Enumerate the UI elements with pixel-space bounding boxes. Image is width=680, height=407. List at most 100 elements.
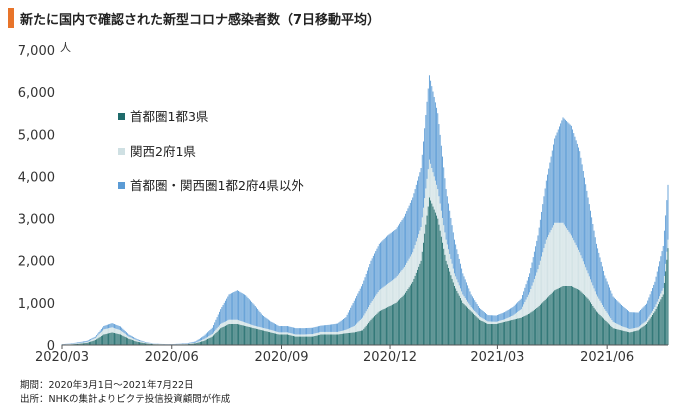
bar-segment [104,329,106,335]
bar-segment [488,315,490,322]
bar-segment [79,343,81,345]
bar-segment [222,322,224,327]
legend-swatch [118,148,125,155]
bar-segment [233,319,235,324]
bar-segment [197,339,199,342]
bar-segment [282,326,284,333]
bar-segment [432,172,434,207]
bar-segment [264,330,266,345]
bar-segment [380,310,381,345]
bar-segment [335,323,337,332]
bar-segment [529,273,531,293]
bar-segment [203,335,205,340]
bar-segment [197,342,199,345]
bar-segment [240,292,242,321]
bar-segment [226,298,228,321]
bar-segment [109,323,111,328]
bar-segment [188,342,189,344]
bar-segment [560,123,562,223]
bar-segment [363,315,365,329]
bar-segment [230,323,232,345]
bar-segment [605,320,607,345]
bar-segment [437,189,439,219]
bar-segment [414,275,416,345]
bar-segment [85,343,87,345]
bar-segment [362,317,364,331]
chart-title: 新たに国内で確認された新型コロナ感染者数（7日移動平均） [20,13,381,28]
bar-segment [365,311,367,326]
bar-segment [203,339,205,341]
bar-segment [505,321,507,345]
bar-segment [485,319,486,323]
bar-segment [353,332,355,345]
bar-segment [275,333,276,345]
bar-segment [210,328,212,335]
bar-segment [605,278,607,311]
bar-segment [563,286,565,345]
bar-segment [598,298,600,314]
bar-segment [542,302,544,345]
bar-segment [491,315,492,322]
bar-segment [346,314,348,330]
bar-segment [469,291,471,306]
bar-segment [98,334,100,338]
bar-segment [473,313,475,345]
bar-segment [360,286,362,319]
bar-segment [214,322,216,332]
bar-segment [86,342,88,345]
bar-segment [427,169,429,207]
bar-segment [626,328,628,332]
bar-segment [400,271,402,299]
bar-segment [182,343,183,345]
bar-segment [370,260,372,303]
bar-segment [446,244,448,265]
bar-segment [475,312,477,317]
bar-segment [120,326,121,331]
bar-segment [601,317,603,345]
bar-segment [474,314,476,345]
footnote-period: 期間：2020年3月1日～2021年7月22日 [20,380,194,391]
bar-segment [340,320,342,332]
bar-segment [587,197,589,274]
bar-segment [514,319,516,345]
bar-segment [611,293,613,321]
bar-segment [606,281,608,313]
bar-segment [321,331,323,335]
bar-segment [310,336,312,345]
bar-segment [333,324,335,332]
bar-segment [567,122,569,231]
bar-segment [628,332,630,345]
bar-segment [135,341,137,345]
bar-segment [411,254,412,284]
bar-segment [616,300,618,324]
bar-segment [578,147,579,250]
bar-segment [264,328,266,331]
bar-segment [516,312,517,319]
bar-segment [130,335,132,338]
bar-segment [526,280,528,298]
bar-segment [612,328,614,345]
bar-segment [544,188,546,244]
bar-segment [145,343,146,345]
bar-segment [272,322,274,331]
bar-segment [255,328,257,345]
bar-segment [618,302,620,325]
bar-segment [581,292,583,345]
bar-segment [238,324,239,345]
bar-segment [315,326,317,334]
bar-segment [451,263,453,279]
bar-segment [271,322,273,331]
bar-segment [118,325,120,330]
bar-segment [338,322,340,332]
bar-segment [195,342,197,344]
bar-segment [655,304,657,309]
bar-segment [284,326,286,333]
bar-segment [613,297,615,323]
bar-segment [394,278,396,304]
bar-segment [345,333,347,345]
bar-segment [333,331,335,335]
bar-segment [207,336,208,339]
bar-segment [217,326,219,331]
bar-segment [291,333,293,336]
bar-segment [512,319,514,345]
